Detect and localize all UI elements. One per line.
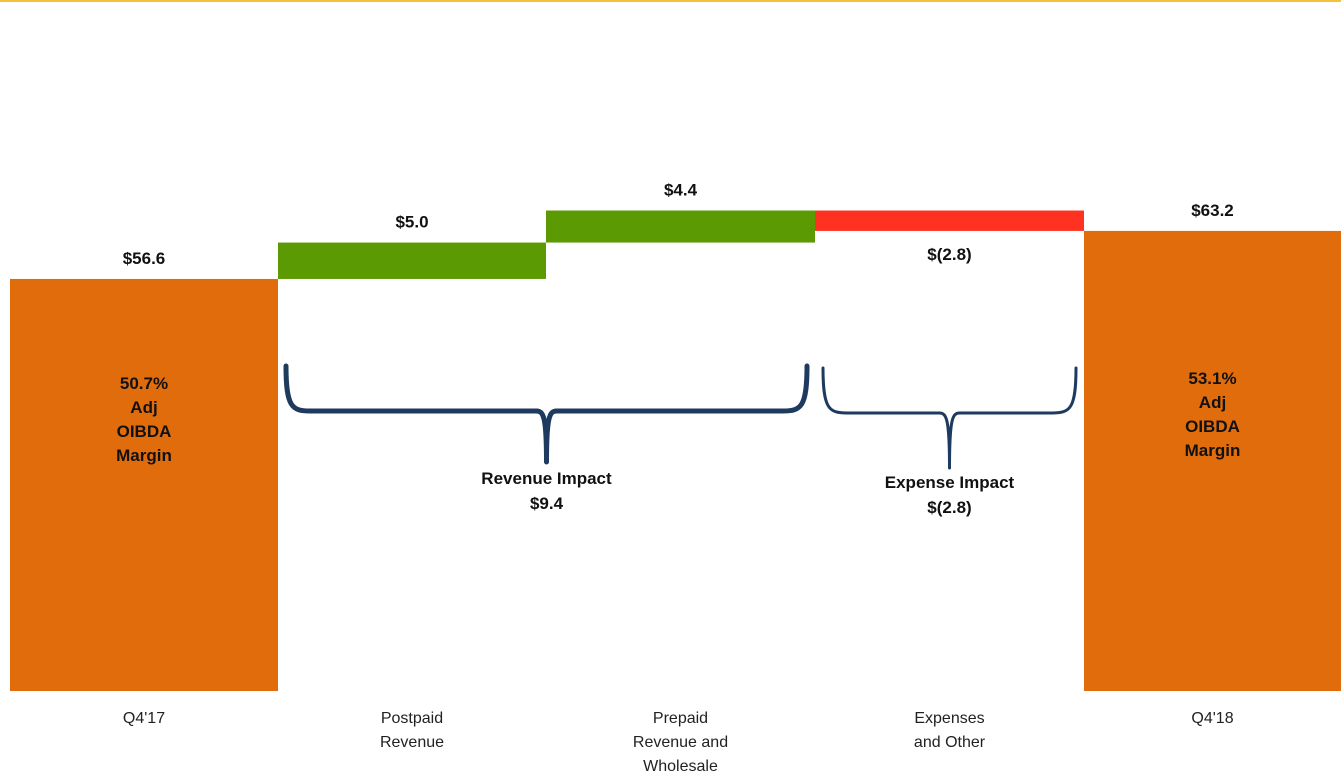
top-rule xyxy=(0,0,1341,2)
revenue-impact-title: Revenue Impact xyxy=(481,469,612,488)
revenue-impact-value: $9.4 xyxy=(530,494,564,513)
category-label-3-line-2: Revenue and xyxy=(633,734,728,751)
value-label-4: $(2.8) xyxy=(927,245,971,264)
bar-1-inner-text-4: Margin xyxy=(116,446,172,465)
category-label-3: Prepaid xyxy=(653,710,708,727)
value-label-3: $4.4 xyxy=(664,181,698,200)
category-label-2-line-2: Revenue xyxy=(380,734,444,751)
category-label-5: Q4'18 xyxy=(1191,710,1233,727)
value-label-1: $56.6 xyxy=(123,249,166,268)
bar-5 xyxy=(1084,230,1341,692)
value-label-2: $5.0 xyxy=(395,213,428,232)
expense-impact-value: $(2.8) xyxy=(927,498,971,517)
bar-5-inner-text-1: 53.1% xyxy=(1188,369,1236,388)
bar-3 xyxy=(546,210,815,243)
value-label-5: $63.2 xyxy=(1191,201,1234,220)
category-label-4: Expenses xyxy=(914,710,984,727)
expense-impact-title: Expense Impact xyxy=(885,473,1015,492)
brace-expense-impact xyxy=(821,366,1078,470)
category-label-1: Q4'17 xyxy=(123,710,165,727)
bar-2 xyxy=(278,242,546,279)
bar-1-inner-text-3: OIBDA xyxy=(117,422,172,441)
category-label-2: Postpaid xyxy=(381,710,443,727)
bar-1-inner-text-2: Adj xyxy=(130,398,157,417)
brace-revenue-impact xyxy=(283,363,810,465)
bar-1-inner-text-1: 50.7% xyxy=(120,374,168,393)
category-label-3-line-3: Wholesale xyxy=(643,758,718,773)
bar-5-inner-text-3: OIBDA xyxy=(1185,417,1240,436)
bar-4 xyxy=(815,210,1084,231)
category-label-4-line-2: and Other xyxy=(914,734,986,751)
bar-5-inner-text-4: Margin xyxy=(1185,441,1241,460)
bar-5-inner-text-2: Adj xyxy=(1199,393,1226,412)
bar-1 xyxy=(10,278,278,691)
